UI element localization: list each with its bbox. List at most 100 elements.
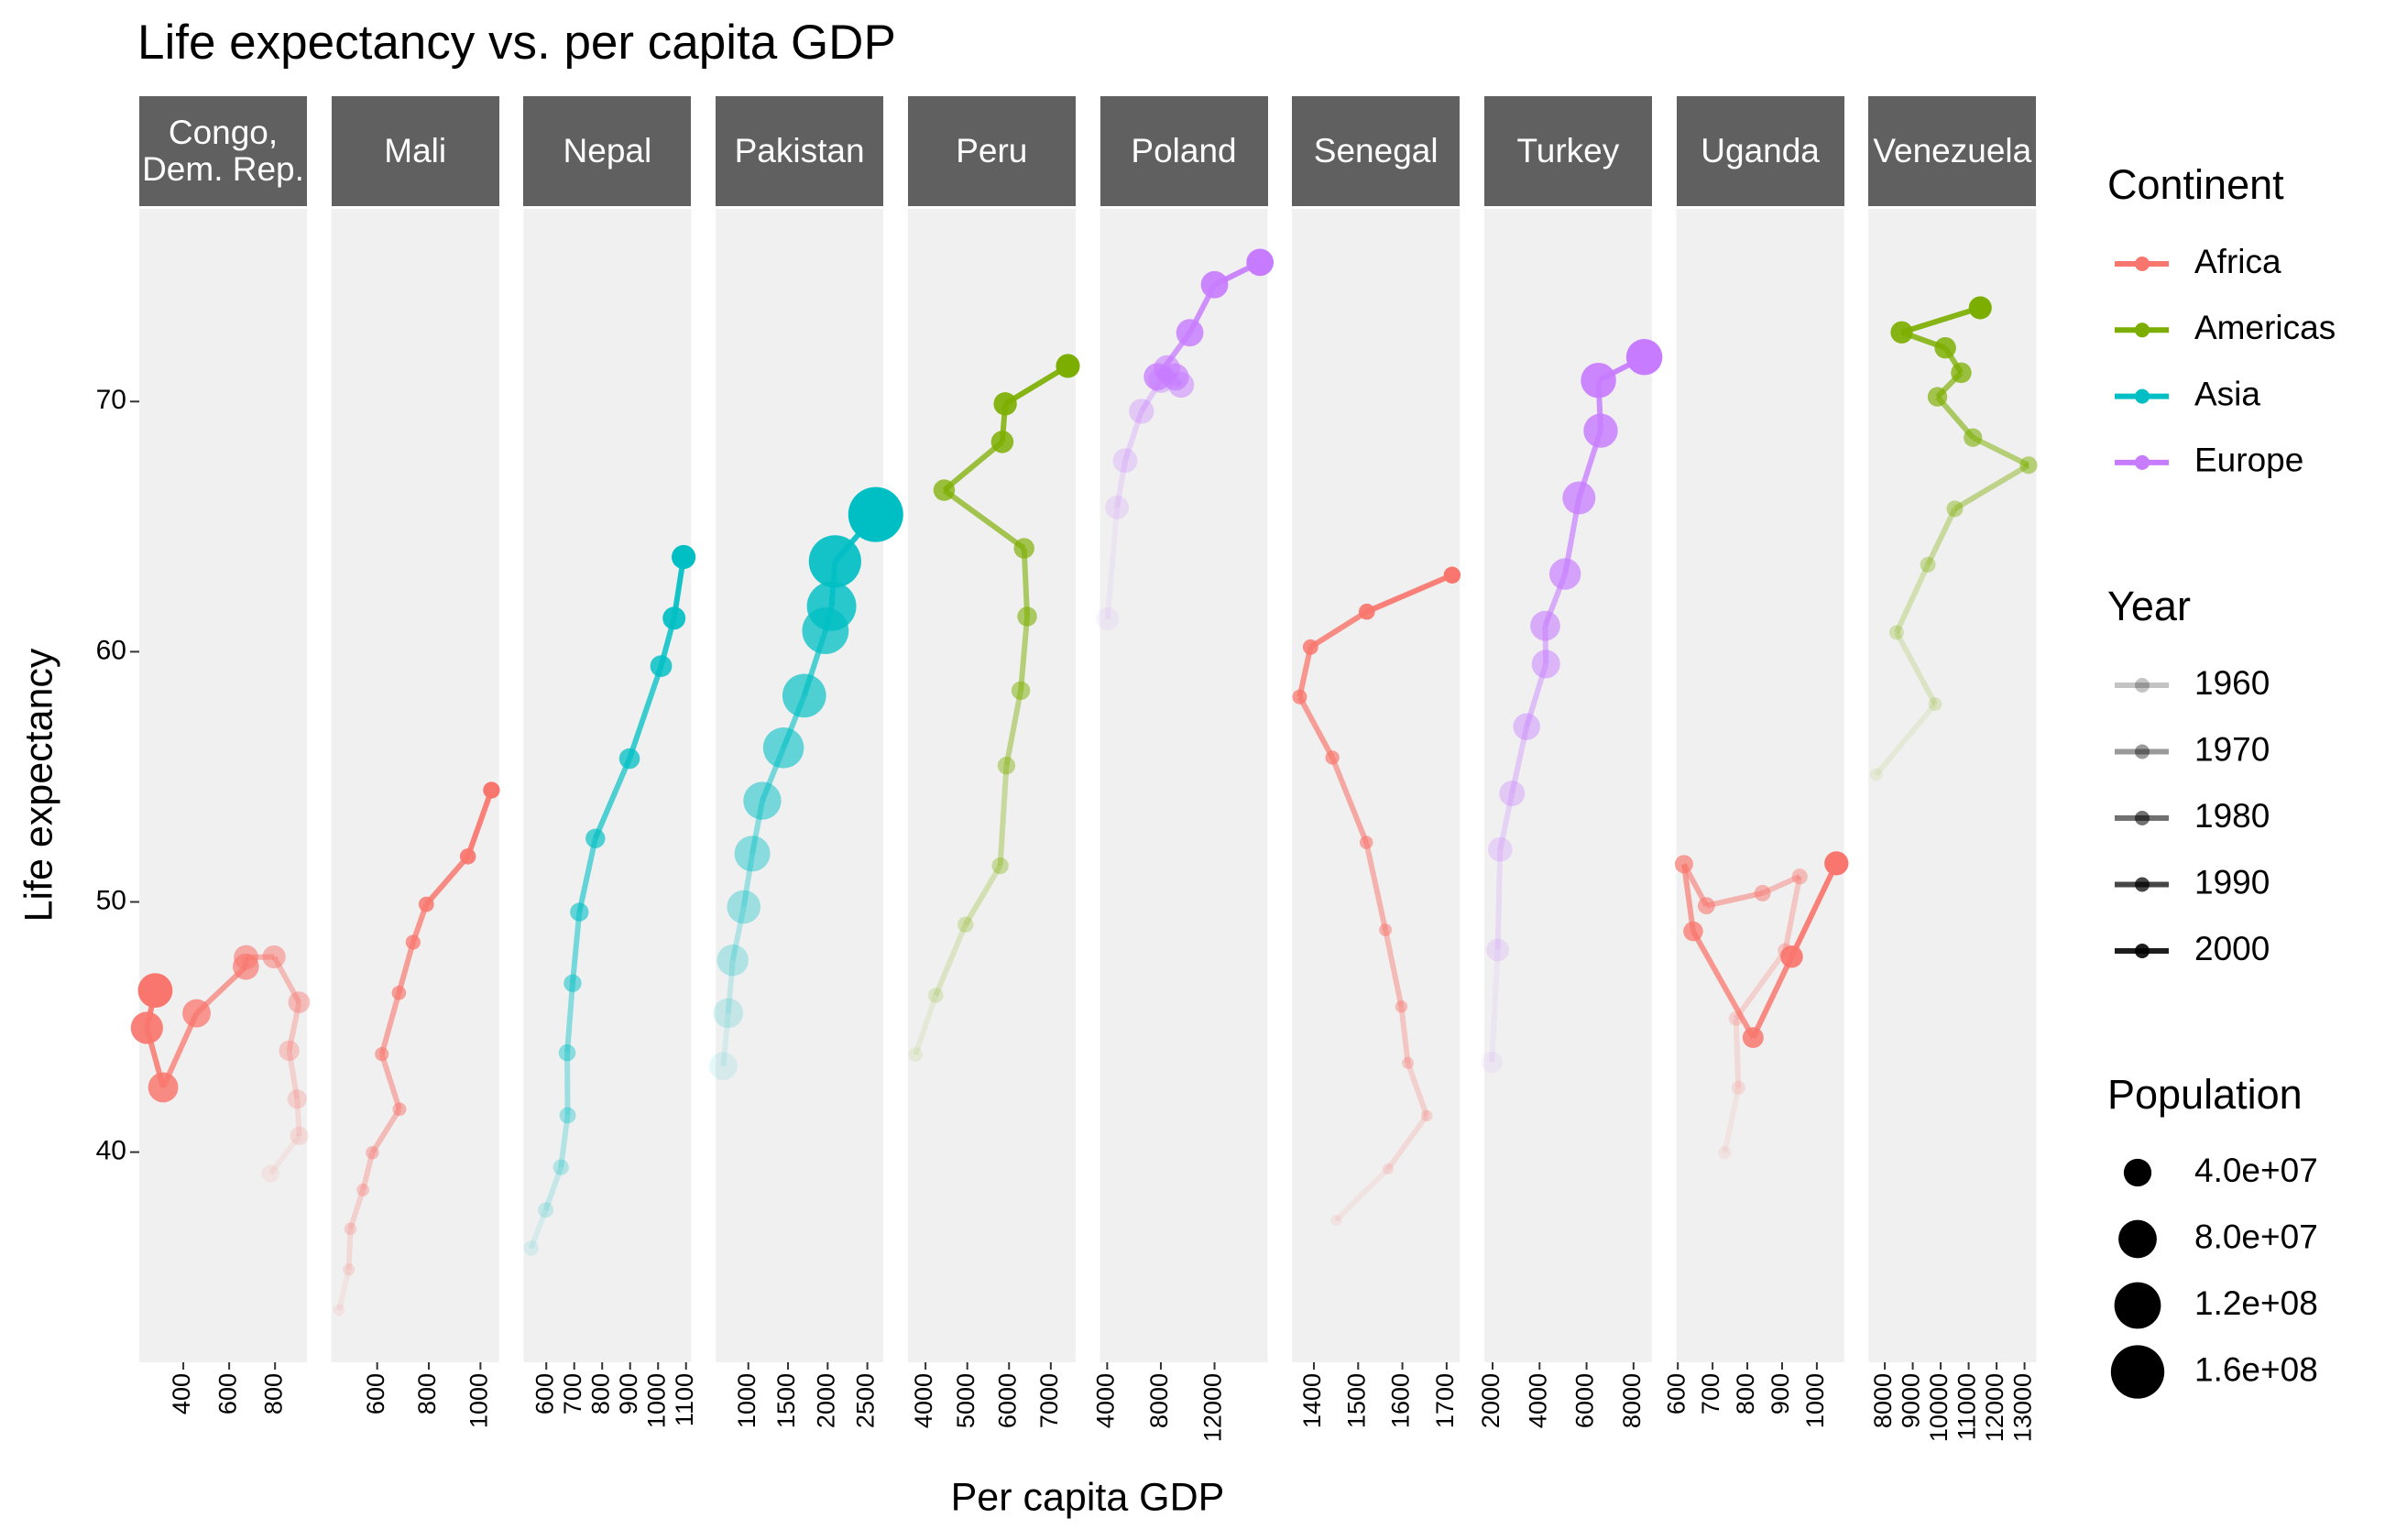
- path-segment: [378, 1053, 402, 1110]
- panel-background: [331, 209, 499, 1362]
- point: [233, 953, 259, 980]
- path-segment: [286, 1001, 302, 1052]
- point: [1934, 336, 1956, 359]
- point: [1402, 1056, 1415, 1069]
- path-segment: [542, 1166, 564, 1211]
- point: [1488, 836, 1513, 862]
- path-segment: [1722, 1087, 1742, 1153]
- point: [1358, 603, 1375, 620]
- point: [585, 828, 606, 848]
- point: [1625, 338, 1663, 376]
- path-segment: [1308, 609, 1369, 650]
- panel-background: [139, 209, 307, 1362]
- legend-label: 1.2e+08: [2194, 1284, 2318, 1322]
- point: [1129, 399, 1154, 424]
- legend-key: [2135, 388, 2150, 404]
- path-segment: [1925, 508, 1958, 566]
- facet-strip: Nepal: [523, 96, 692, 206]
- legend-label: Europe: [2194, 442, 2303, 479]
- path-segment: [345, 1229, 354, 1270]
- path-segment: [564, 983, 575, 1054]
- facet-strip: Venezuela: [1868, 96, 2037, 206]
- path-segment: [1971, 435, 2030, 468]
- legend-label: 1960: [2194, 664, 2270, 702]
- point: [762, 727, 804, 769]
- point: [957, 916, 974, 933]
- x-tick-label: 1000: [465, 1373, 493, 1428]
- point: [1499, 781, 1526, 807]
- path-segment: [1874, 702, 1938, 777]
- x-tick-label: 600: [1662, 1373, 1690, 1414]
- path-segment: [1782, 876, 1803, 952]
- legend-title: Population: [2107, 1071, 2303, 1118]
- x-tick-label: 800: [1732, 1373, 1759, 1414]
- point: [570, 902, 589, 922]
- path-segment: [1383, 929, 1405, 1008]
- facet-strip: Senegal: [1292, 96, 1461, 206]
- series: [1292, 566, 1461, 1226]
- x-tick-label: 11000: [1953, 1373, 1981, 1440]
- path-segment: [1489, 949, 1501, 1063]
- point: [261, 1164, 280, 1183]
- point: [1531, 650, 1560, 679]
- legend-label: 1970: [2194, 730, 2270, 768]
- path-segment: [1705, 890, 1764, 909]
- point: [391, 985, 407, 1000]
- legend-key: [2135, 322, 2150, 338]
- panel-background: [1100, 209, 1268, 1362]
- point: [288, 991, 311, 1013]
- point: [558, 1043, 576, 1062]
- path-segment: [336, 1269, 352, 1311]
- x-tick-label: 4000: [910, 1373, 937, 1428]
- series: [1481, 338, 1663, 1074]
- x-tick-label: 9000: [1898, 1373, 1925, 1428]
- facet-strip: Peru: [907, 96, 1076, 206]
- point: [1096, 607, 1120, 631]
- path-segment: [424, 854, 470, 907]
- legend-label: 8.0e+07: [2194, 1218, 2318, 1255]
- path-segment: [740, 853, 756, 908]
- x-tick-label: 4000: [1524, 1373, 1551, 1428]
- point: [1968, 296, 1992, 320]
- x-tick-label: 1000: [642, 1373, 670, 1428]
- point: [1742, 1027, 1764, 1049]
- point: [1176, 319, 1204, 347]
- facet-strip: Mali: [331, 96, 499, 206]
- point: [1325, 750, 1340, 765]
- path-segment: [564, 1053, 571, 1116]
- point: [1920, 556, 1936, 573]
- point: [418, 896, 434, 912]
- path-segment: [369, 1108, 402, 1154]
- path-segment: [1334, 1166, 1391, 1223]
- path-segment: [942, 440, 1004, 493]
- path-segment: [720, 1012, 731, 1067]
- facet-strip: Turkey: [1483, 96, 1652, 206]
- path-segment: [942, 487, 1026, 551]
- series: [1869, 296, 2038, 781]
- point: [1200, 270, 1229, 299]
- point: [662, 606, 686, 630]
- legend-title: Year: [2107, 583, 2191, 629]
- path-segment: [1900, 305, 1982, 335]
- point: [806, 581, 857, 631]
- point: [182, 999, 211, 1028]
- path-segment: [1734, 948, 1788, 1021]
- legend-key: [2114, 1282, 2161, 1329]
- point: [908, 1047, 924, 1062]
- point: [1888, 625, 1904, 640]
- point: [1780, 945, 1803, 968]
- point: [290, 1126, 309, 1145]
- series: [523, 544, 696, 1256]
- point: [717, 944, 749, 977]
- legend-key: [2135, 811, 2150, 825]
- legend-label: 2000: [2194, 930, 2270, 967]
- path-segment: [396, 941, 416, 994]
- x-tick-label: 700: [1697, 1373, 1724, 1414]
- path-segment: [286, 1050, 301, 1100]
- x-tick-label: 8000: [1145, 1373, 1173, 1428]
- point: [1791, 868, 1808, 885]
- point: [1513, 713, 1540, 740]
- path-segment: [725, 959, 736, 1014]
- point: [148, 1072, 179, 1103]
